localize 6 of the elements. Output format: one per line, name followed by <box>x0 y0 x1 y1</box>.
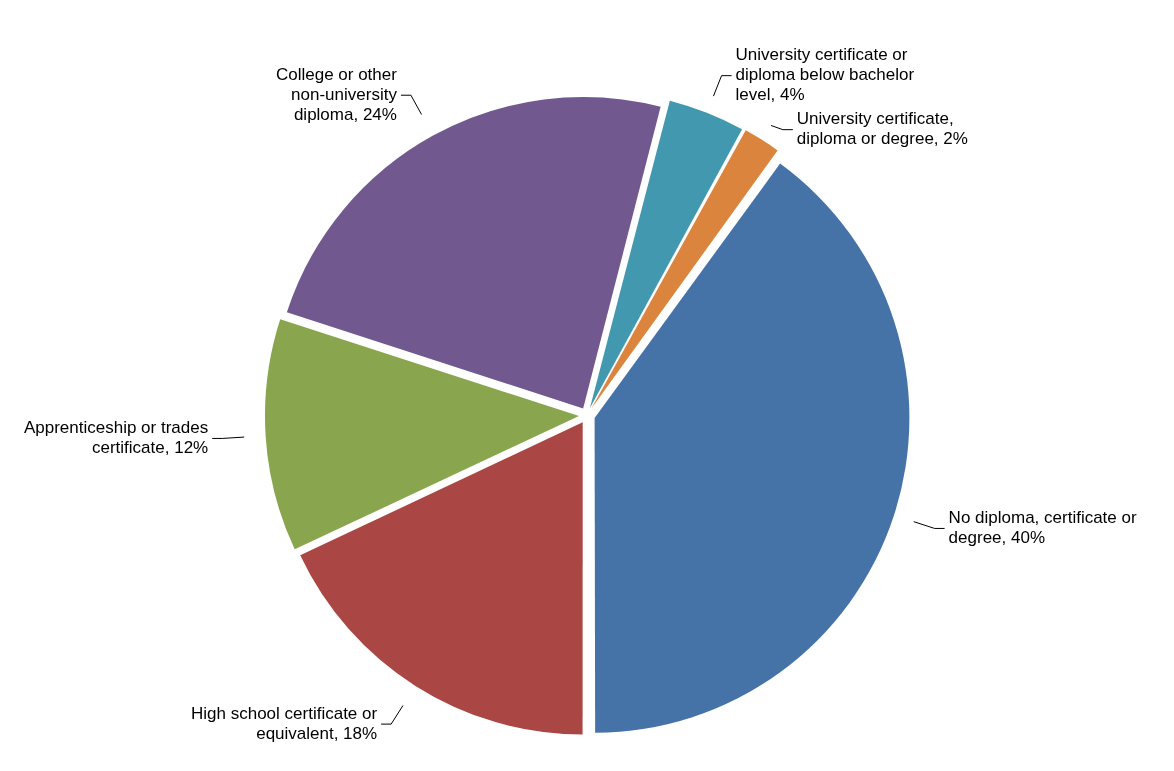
slice-label: High school certificate or equivalent, 18% <box>191 703 378 743</box>
slice-label: University certificate or diploma below bachelor level, 4% <box>735 45 915 105</box>
slice-label: University certificate, diploma or degree, 2% <box>796 109 968 149</box>
slice-label: Apprenticeship or trades certificate, 12% <box>23 418 209 458</box>
slice-label: No diploma, certificate or degree, 40% <box>948 508 1137 548</box>
slice-label: College or other non-university diploma, 24% <box>275 64 398 124</box>
